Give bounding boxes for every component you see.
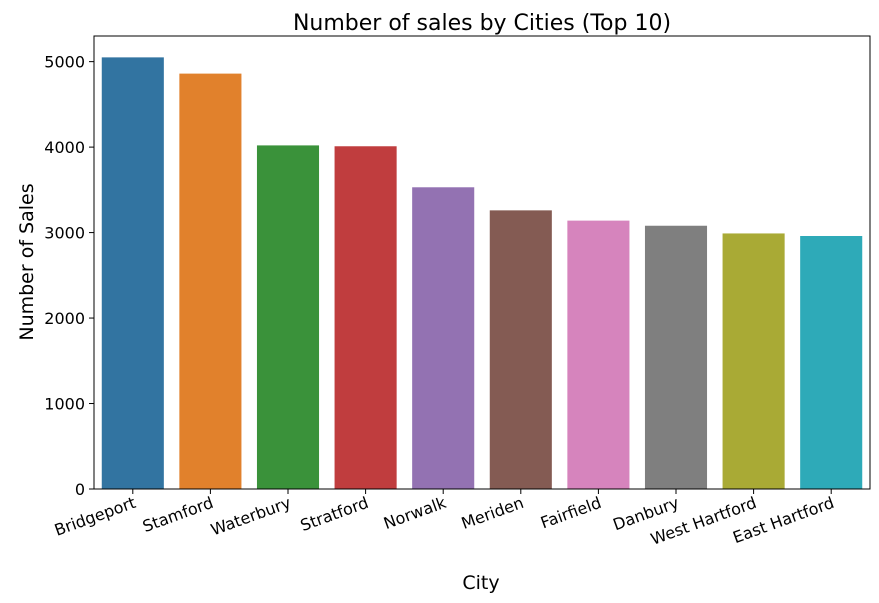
x-tick-label: Stratford (298, 493, 371, 535)
bar-fairfield (567, 220, 630, 489)
bar-danbury (644, 225, 708, 489)
bar-bridgeport (101, 57, 164, 490)
bar-meriden (489, 210, 552, 490)
y-tick-label: 5000 (44, 53, 85, 72)
x-tick-label: Fairfield (538, 493, 604, 532)
bar-stamford (179, 73, 242, 490)
x-tick-label: Stamford (140, 493, 216, 536)
x-tick-label: Waterbury (208, 493, 293, 539)
bar-east-hartford (800, 236, 863, 489)
bar-west-hartford (722, 233, 785, 489)
y-tick-label: 0 (75, 480, 85, 499)
y-tick-label: 4000 (44, 138, 85, 157)
bar-norwalk (412, 187, 475, 489)
y-tick-label: 2000 (44, 309, 85, 328)
x-axis-title: City (462, 572, 499, 594)
plot-frame (93, 35, 871, 490)
x-tick-label: Norwalk (381, 493, 449, 533)
y-axis-ticks: 0 1000 2000 3000 4000 5000 (44, 53, 94, 499)
y-axis-title: Number of Sales (16, 183, 38, 340)
bar-waterbury (256, 145, 320, 489)
y-tick-label: 3000 (44, 224, 85, 243)
x-tick-label: Bridgeport (52, 493, 138, 540)
y-tick-label: 1000 (44, 395, 85, 414)
bar-stratford (334, 146, 397, 489)
bars-group (101, 57, 863, 490)
x-tick-label: Meriden (459, 493, 526, 533)
chart-title: Number of sales by Cities (Top 10) (293, 11, 671, 36)
